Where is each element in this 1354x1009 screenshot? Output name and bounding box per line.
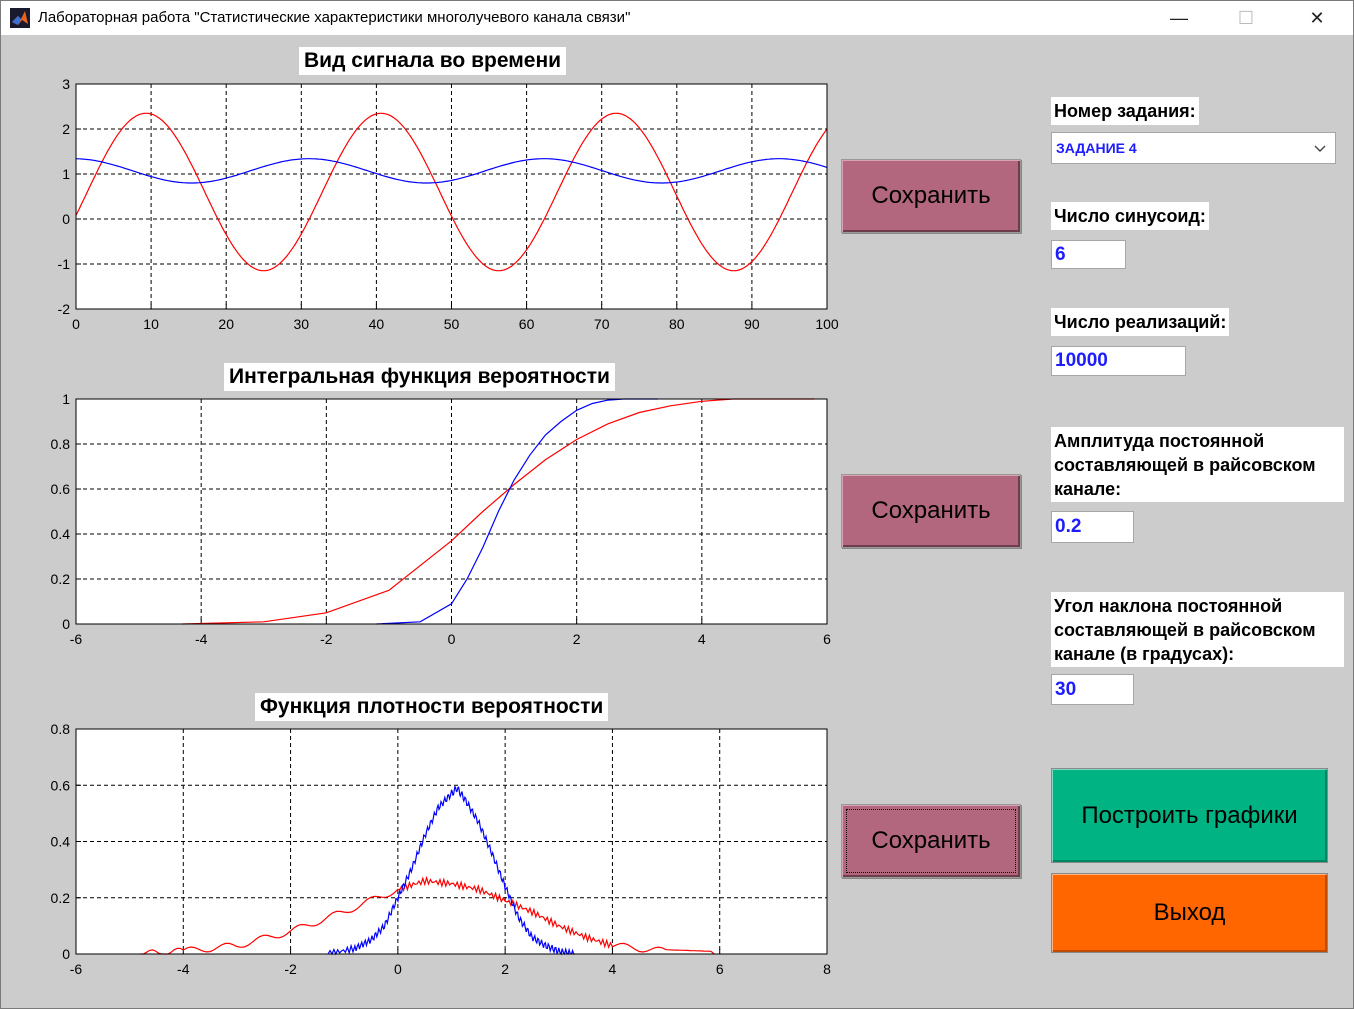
close-icon: ✕ xyxy=(1309,7,1325,28)
x-tick-label: 90 xyxy=(744,316,760,332)
angle-label: Угол наклона постоянной составляющей в р… xyxy=(1051,592,1344,667)
series-line xyxy=(327,785,575,956)
x-tick-label: 70 xyxy=(594,316,610,332)
y-tick-label: 0.2 xyxy=(51,890,71,906)
task-select[interactable]: ЗАДАНИЕ 4 xyxy=(1051,132,1336,164)
x-tick-label: -4 xyxy=(177,961,190,977)
save-pdf-button[interactable]: Сохранить xyxy=(841,804,1021,878)
y-tick-label: 2 xyxy=(62,121,70,137)
task-number-label: Номер задания: xyxy=(1051,97,1199,125)
x-tick-label: 8 xyxy=(823,961,831,977)
realizations-label: Число реализаций: xyxy=(1051,308,1230,336)
cdf-plot: -6 -4 -2 0 2 4 6 1 0.8 0.6 0.4 0.2 0 xyxy=(1,1,861,661)
window-title: Лабораторная работа "Статистические хара… xyxy=(38,9,631,26)
chevron-down-icon xyxy=(1314,145,1326,152)
sin-count-field[interactable]: 6 xyxy=(1051,240,1126,269)
x-tick-label: 10 xyxy=(143,316,159,332)
x-tick-label: 20 xyxy=(218,316,234,332)
y-tick-label: 0.8 xyxy=(51,436,71,452)
x-tick-label: -2 xyxy=(284,961,297,977)
plot-title-cdf: Интегральная функция вероятности xyxy=(224,363,615,391)
amplitude-label: Амплитуда постоянной составляющей в райс… xyxy=(1051,427,1344,502)
save-cdf-button[interactable]: Сохранить xyxy=(841,474,1021,548)
x-tick-label: -6 xyxy=(70,631,83,647)
y-tick-label: 0 xyxy=(62,211,70,227)
y-tick-label: 0 xyxy=(62,946,70,962)
x-tick-label: -6 xyxy=(70,961,83,977)
x-tick-label: 0 xyxy=(448,631,456,647)
plot-frame xyxy=(75,398,828,625)
y-tick-label: 0.4 xyxy=(51,526,71,542)
x-tick-label: 4 xyxy=(698,631,706,647)
x-tick-label: 40 xyxy=(369,316,385,332)
pdf-plot: -6 -4 -2 0 2 4 6 8 0.8 0.6 0.4 0.2 0 xyxy=(1,1,861,991)
maximize-button[interactable]: ☐ xyxy=(1216,1,1276,35)
angle-field[interactable]: 30 xyxy=(1051,674,1134,705)
y-tick-label: 0.6 xyxy=(51,481,71,497)
maximize-icon: ☐ xyxy=(1237,7,1255,28)
y-tick-label: 0 xyxy=(62,616,70,632)
plot-frame xyxy=(75,728,828,955)
x-tick-label: 50 xyxy=(444,316,460,332)
y-tick-label: 3 xyxy=(62,76,70,92)
x-tick-label: -2 xyxy=(320,631,333,647)
plot-frame xyxy=(75,83,828,310)
x-tick-label: 30 xyxy=(294,316,310,332)
exit-button[interactable]: Выход xyxy=(1051,873,1328,953)
amplitude-field[interactable]: 0.2 xyxy=(1051,511,1134,543)
y-tick-label: 0.8 xyxy=(51,721,71,737)
x-tick-label: 6 xyxy=(823,631,831,647)
x-tick-label: 0 xyxy=(394,961,402,977)
series-line xyxy=(182,398,815,625)
sin-count-label: Число синусоид: xyxy=(1051,202,1209,230)
save-signal-button[interactable]: Сохранить xyxy=(841,159,1021,233)
y-tick-label: -1 xyxy=(58,256,71,272)
series-line xyxy=(376,398,658,625)
series-line xyxy=(75,112,828,272)
x-tick-label: 100 xyxy=(815,316,839,332)
pdf-axes: -6 -4 -2 0 2 4 6 8 0.8 0.6 0.4 0.2 0 xyxy=(51,721,832,977)
x-tick-label: 6 xyxy=(716,961,724,977)
y-tick-label: 1 xyxy=(62,166,70,182)
y-tick-label: 0.6 xyxy=(51,777,71,793)
x-tick-label: 0 xyxy=(72,316,80,332)
y-tick-label: 0.2 xyxy=(51,571,71,587)
series-line xyxy=(75,158,828,184)
x-tick-label: 60 xyxy=(519,316,535,332)
close-button[interactable]: ✕ xyxy=(1287,1,1347,35)
x-tick-label: -4 xyxy=(195,631,208,647)
plot-title-pdf: Функция плотности вероятности xyxy=(255,693,609,721)
minimize-button[interactable]: — xyxy=(1149,1,1209,35)
y-tick-label: 1 xyxy=(62,391,70,407)
title-bar: Лабораторная работа "Статистические хара… xyxy=(1,1,1353,35)
cdf-axes: -6 -4 -2 0 2 4 6 1 0.8 0.6 0.4 0.2 0 xyxy=(51,391,832,647)
matlab-icon xyxy=(10,8,30,28)
y-tick-label: -2 xyxy=(58,301,71,317)
series-line xyxy=(140,875,715,955)
plot-title-signal: Вид сигнала во времени xyxy=(299,47,567,75)
x-tick-label: 4 xyxy=(609,961,617,977)
x-tick-label: 2 xyxy=(501,961,509,977)
y-tick-label: 0.4 xyxy=(51,834,71,850)
signal-time-plot: 0 10 20 30 40 50 60 70 80 90 100 3 2 1 0 -1 -2 xyxy=(1,1,861,341)
task-select-value: ЗАДАНИЕ 4 xyxy=(1056,140,1137,156)
minimize-icon: — xyxy=(1170,7,1188,28)
build-plots-button[interactable]: Построить графики xyxy=(1051,768,1328,863)
realizations-field[interactable]: 10000 xyxy=(1051,346,1186,376)
x-tick-label: 2 xyxy=(573,631,581,647)
x-tick-label: 80 xyxy=(669,316,685,332)
